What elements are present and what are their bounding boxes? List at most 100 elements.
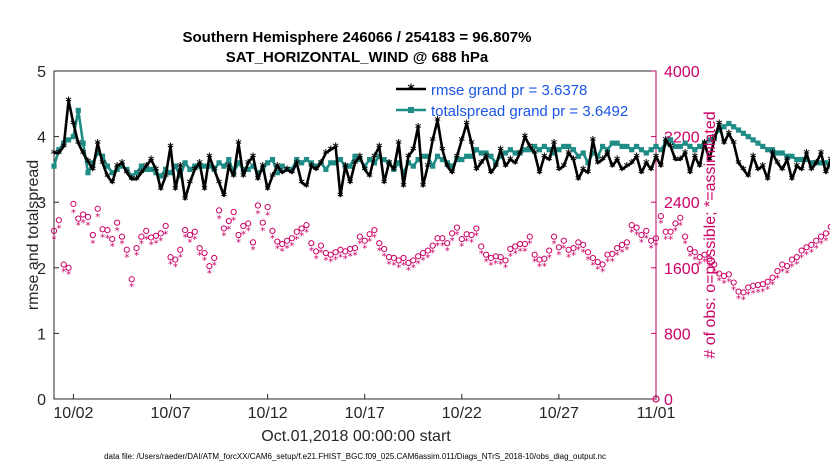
totalspread-point (51, 163, 57, 169)
possible-point (376, 240, 383, 247)
assimilated-point: * (634, 230, 639, 241)
rmse-point: * (595, 157, 602, 171)
totalspread-point (177, 173, 183, 179)
totalspread-point (468, 153, 475, 159)
assimilated-point: * (484, 257, 489, 268)
rmse-point: * (298, 177, 305, 191)
totalspread-point (420, 153, 426, 159)
totalspread-point (332, 160, 339, 166)
totalspread-point (769, 147, 776, 153)
totalspread-point (532, 143, 538, 150)
possible-point (424, 247, 431, 254)
totalspread-point (624, 143, 630, 150)
rmse-point: * (425, 160, 432, 174)
possible-point (288, 235, 295, 242)
rmse-point: * (391, 163, 398, 177)
possible-point (254, 202, 262, 209)
rmse-point: * (289, 167, 296, 181)
totalspread-point (527, 147, 533, 153)
totalspread-point (541, 143, 547, 150)
possible-point (351, 245, 359, 252)
possible-point (740, 289, 747, 296)
totalspread-point (755, 140, 761, 146)
totalspread-point (308, 160, 314, 166)
assimilated-point: * (66, 270, 71, 281)
y-tick-label-right: 0 (664, 392, 673, 409)
rmse-point: * (187, 177, 194, 191)
possible-point (415, 253, 422, 260)
possible-point (560, 237, 567, 244)
possible-point (822, 230, 830, 237)
totalspread-point (570, 147, 577, 153)
rmse-point: * (735, 157, 742, 171)
totalspread-point (643, 150, 649, 156)
possible-point (109, 236, 116, 243)
assimilated-point: * (115, 226, 120, 237)
rmse-point: * (541, 150, 548, 164)
assimilated-point: * (450, 236, 455, 247)
totalspread-point (376, 153, 382, 159)
possible-point (240, 222, 247, 230)
possible-point (60, 261, 67, 268)
assimilated-point: * (425, 253, 430, 264)
possible-point (65, 264, 72, 271)
assimilated-point: * (241, 229, 246, 240)
assimilated-point: * (488, 261, 493, 272)
totalspread-point (187, 166, 193, 172)
assimilated-point: * (464, 237, 469, 248)
rmse-point: * (163, 170, 170, 184)
rmse-point: * (255, 173, 262, 187)
rmse-point: * (434, 114, 441, 128)
possible-point (410, 257, 417, 264)
assimilated-point: * (270, 233, 275, 244)
assimilated-point: * (503, 263, 508, 274)
possible-point (793, 254, 800, 261)
totalspread-point (255, 170, 261, 176)
assimilated-point: * (474, 231, 479, 242)
possible-point (114, 219, 121, 226)
assimilated-point: * (605, 257, 610, 268)
assimilated-point: * (61, 267, 66, 278)
possible-point (400, 254, 407, 262)
totalspread-point (726, 120, 732, 127)
rmse-point: * (599, 154, 606, 168)
rmse-point: * (813, 157, 820, 171)
possible-point (808, 241, 815, 248)
assimilated-point: * (654, 241, 659, 252)
assimilated-point: * (411, 263, 416, 274)
possible-point (201, 249, 208, 257)
rmse-point: * (206, 150, 213, 164)
rmse-point: * (580, 163, 587, 177)
possible-point (230, 208, 237, 216)
rmse-point: * (633, 150, 640, 164)
legend-rmse-marker: * (407, 82, 415, 98)
assimilated-point: * (780, 267, 785, 278)
totalspread-point (158, 173, 164, 179)
possible-point (381, 245, 388, 253)
possible-point (118, 233, 126, 240)
totalspread-point (410, 163, 416, 169)
rmse-point: * (760, 160, 767, 174)
possible-point (186, 231, 194, 239)
rmse-point: * (119, 157, 126, 171)
possible-point (803, 244, 810, 251)
rmse-point: * (527, 140, 534, 154)
possible-point (497, 254, 504, 261)
possible-point (123, 246, 130, 253)
possible-point (293, 228, 300, 235)
assimilated-point: * (445, 246, 450, 257)
totalspread-point (566, 143, 572, 150)
totalspread-point (585, 160, 591, 166)
assimilated-point: * (420, 256, 425, 267)
possible-point (546, 247, 553, 254)
possible-point (526, 233, 533, 240)
possible-point (259, 219, 266, 226)
totalspread-point (473, 147, 479, 153)
assimilated-point: * (367, 237, 372, 248)
totalspread-point (561, 143, 567, 150)
assimilated-point: * (52, 234, 57, 245)
rmse-point: * (624, 160, 631, 174)
rmse-point: * (75, 137, 82, 151)
rmse-point: * (512, 157, 519, 171)
totalspread-point (735, 127, 742, 133)
